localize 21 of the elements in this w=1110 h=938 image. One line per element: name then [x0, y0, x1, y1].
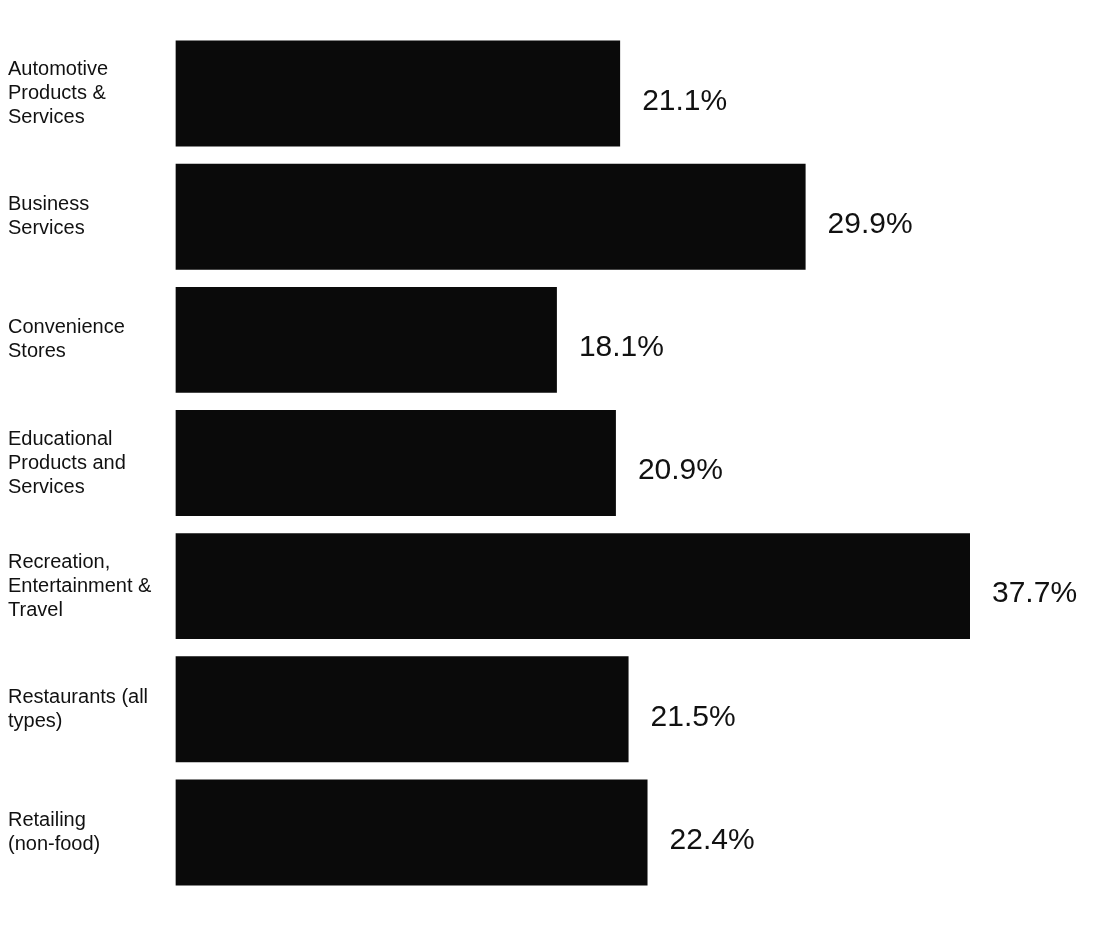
- y-tick-label: Educational Products and Services: [8, 426, 126, 497]
- y-tick-label: Restaurants (all types): [8, 684, 149, 731]
- data-label: 20.9%: [637, 452, 723, 486]
- data-label: 21.5%: [650, 698, 736, 732]
- bar: [175, 40, 621, 147]
- data-label: 22.4%: [669, 821, 755, 855]
- y-tick-label: Retailing (non-food): [8, 807, 101, 854]
- y-tick-label: Recreation, Entertainment & Travel: [8, 549, 153, 620]
- bar: [175, 656, 629, 763]
- y-tick-label: Convenience Stores: [8, 315, 125, 362]
- bar: [175, 286, 557, 393]
- data-label: 37.7%: [992, 575, 1078, 609]
- bar: [175, 779, 648, 886]
- bar: [175, 533, 970, 640]
- y-tick-label: Business Services: [8, 192, 90, 239]
- data-label: 18.1%: [578, 329, 664, 363]
- y-tick-label: Automotive Products & Services: [8, 57, 109, 128]
- bar: [175, 410, 616, 516]
- bar: [175, 163, 806, 270]
- data-label: 29.9%: [827, 205, 913, 239]
- data-label: 21.1%: [642, 82, 728, 116]
